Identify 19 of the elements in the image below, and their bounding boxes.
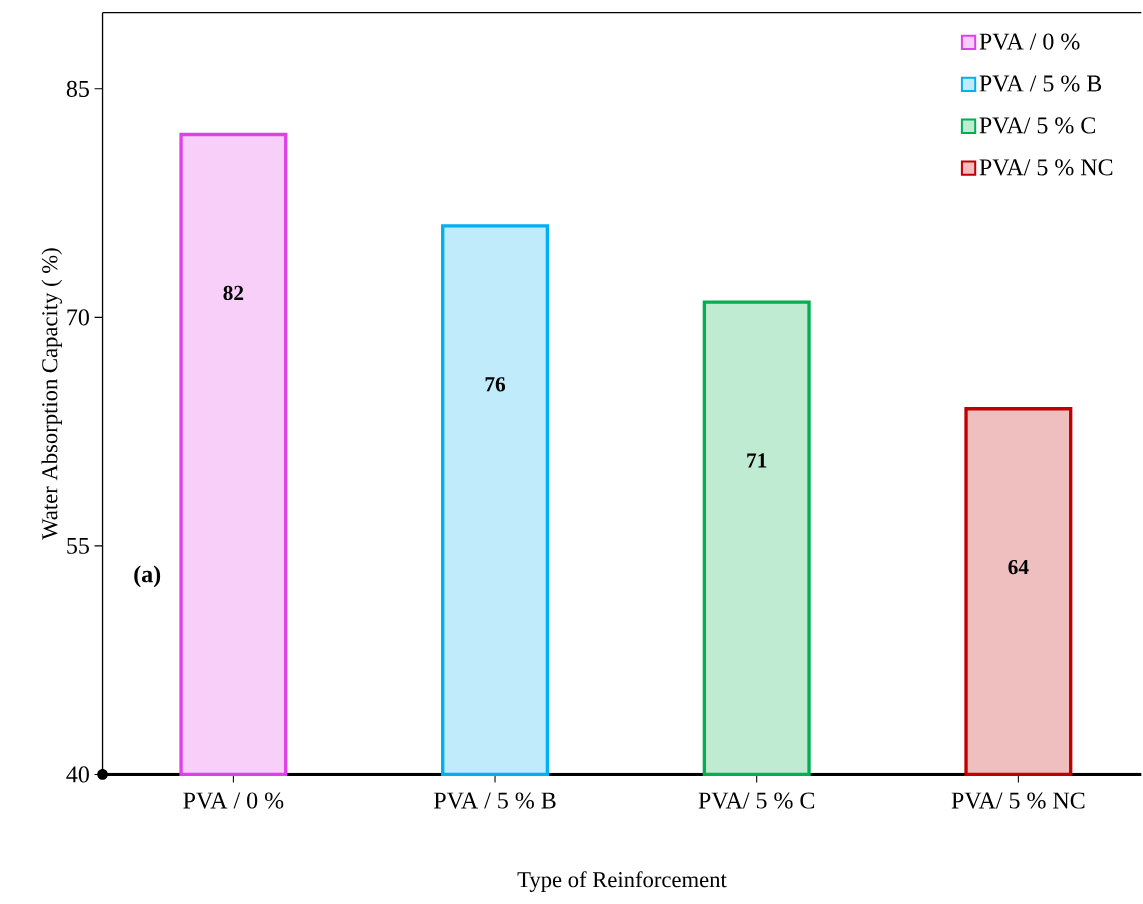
y-tick-label: 40 [66,766,89,783]
annotation: (a) [134,565,161,588]
data-label: 76 [485,377,506,392]
legend-label: PVA / 5 % B [979,75,1102,92]
x-tick-label: PVA/ 5 % NC [951,792,1085,809]
data-label: 64 [1008,559,1029,575]
legend-label: PVA/ 5 % C [979,117,1095,134]
y-axis-title: Water Absorption Capacity ( %) [41,248,63,540]
y-tick-label: 85 [66,80,89,97]
data-label: 82 [223,285,244,300]
y-tick-label: 55 [67,537,89,554]
data-label: 71 [747,453,767,468]
legend-label: PVA/ 5 % NC [979,159,1113,176]
y-tick-label: 70 [67,309,89,326]
x-tick-label: PVA / 0 % [183,792,284,809]
x-axis-title: Type of Reinforcement [517,871,727,892]
x-tick-label: PVA/ 5 % C [698,792,815,809]
legend-label: PVA / 0 % [979,33,1080,50]
x-tick-label: PVA / 5 % B [434,792,556,809]
